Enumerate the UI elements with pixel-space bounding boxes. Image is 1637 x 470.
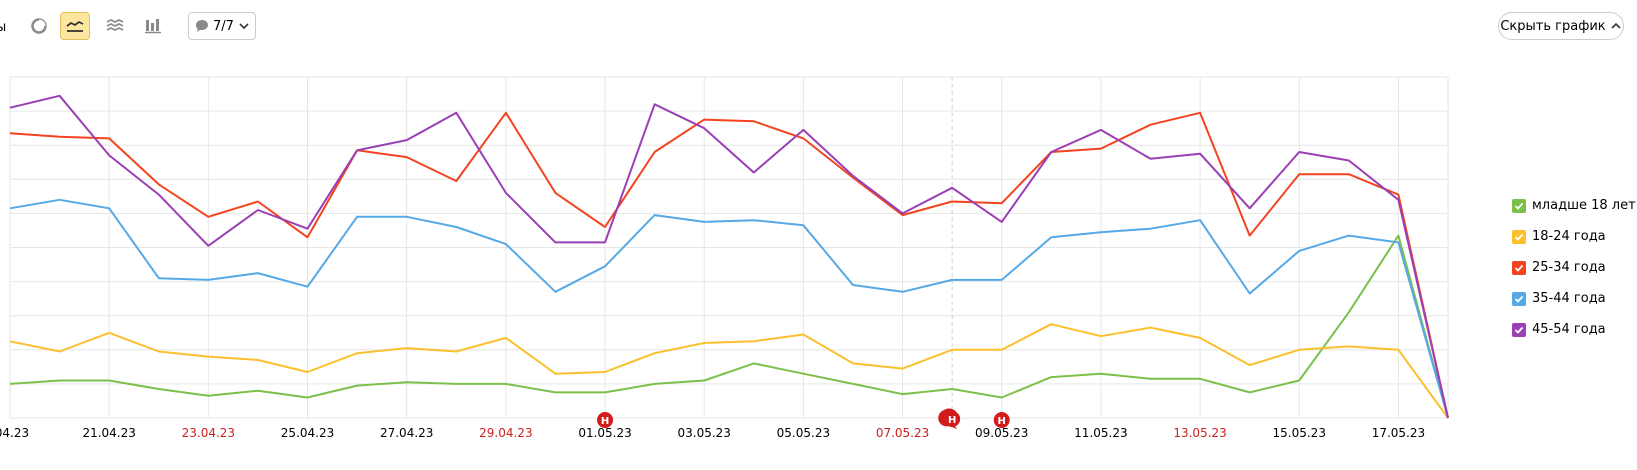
legend-checkbox-icon[interactable] bbox=[1512, 198, 1526, 213]
x-tick-label: 11.05.23 bbox=[1074, 426, 1127, 440]
legend-item[interactable]: младше 18 лет bbox=[1512, 190, 1636, 221]
x-tick-label: .04.23 bbox=[0, 426, 29, 440]
event-marker bbox=[993, 412, 1010, 428]
event-marker-bubble bbox=[944, 411, 961, 427]
x-tick-label: 05.05.23 bbox=[777, 426, 830, 440]
event-marker-label: Н bbox=[948, 415, 956, 426]
x-tick-label: 25.04.23 bbox=[281, 426, 334, 440]
legend-label: младше 18 лет bbox=[1532, 198, 1636, 213]
legend-label: 18-24 года bbox=[1532, 229, 1606, 244]
series-count-dropdown[interactable]: 7/7 bbox=[188, 12, 256, 40]
bar-chart-button[interactable] bbox=[138, 12, 168, 40]
toolbar: ы 7/7 bbox=[0, 0, 1637, 52]
legend-label: 25-34 года bbox=[1532, 260, 1606, 275]
x-tick-label: 15.05.23 bbox=[1273, 426, 1326, 440]
x-tick-label: 23.04.23 bbox=[182, 426, 235, 440]
area-chart-icon bbox=[106, 19, 124, 32]
event-marker bbox=[597, 412, 614, 428]
legend-label: 35-44 года bbox=[1532, 291, 1606, 306]
x-tick-label: 09.05.23 bbox=[975, 426, 1028, 440]
series-line bbox=[9, 94, 1449, 419]
comment-icon bbox=[196, 20, 208, 32]
x-tick-label: 21.04.23 bbox=[82, 426, 135, 440]
legend-item[interactable]: 18-24 года bbox=[1512, 221, 1636, 252]
pie-chart-icon bbox=[31, 18, 47, 34]
hide-chart-label: Скрыть график bbox=[1500, 18, 1606, 34]
legend-checkbox-icon[interactable] bbox=[1512, 291, 1526, 306]
series-count-label: 7/7 bbox=[213, 18, 234, 34]
legend-item[interactable]: 25-34 года bbox=[1512, 252, 1636, 283]
legend: младше 18 лет 18-24 года 25-34 года 35-44 г… bbox=[1512, 190, 1636, 345]
series-line bbox=[9, 323, 1449, 419]
line-chart-button[interactable] bbox=[60, 12, 90, 40]
event-marker-label: Н bbox=[998, 416, 1006, 427]
series-line bbox=[9, 111, 1449, 419]
series-line bbox=[9, 198, 1449, 419]
series-line bbox=[9, 234, 1449, 419]
legend-item[interactable]: 45-54 года bbox=[1512, 314, 1636, 345]
legend-label: 45-54 года bbox=[1532, 322, 1606, 337]
x-tick-label: 01.05.23 bbox=[578, 426, 631, 440]
legend-item[interactable]: 35-44 года bbox=[1512, 283, 1636, 314]
x-tick-label: 17.05.23 bbox=[1372, 426, 1425, 440]
x-tick-label: 29.04.23 bbox=[479, 426, 532, 440]
line-chart-icon bbox=[66, 20, 84, 32]
legend-checkbox-icon[interactable] bbox=[1512, 229, 1526, 244]
x-tick-label: 03.05.23 bbox=[677, 426, 730, 440]
chevron-down-icon bbox=[239, 23, 249, 30]
event-marker-label: Н bbox=[601, 416, 609, 427]
x-tick-label: 27.04.23 bbox=[380, 426, 433, 440]
hide-chart-button[interactable]: Скрыть график bbox=[1498, 12, 1624, 40]
x-tick-label: 07.05.23 bbox=[876, 426, 929, 440]
bar-chart-icon bbox=[145, 19, 161, 34]
toolbar-label: ы bbox=[0, 20, 7, 35]
x-tick-label: 13.05.23 bbox=[1173, 426, 1226, 440]
chevron-up-icon bbox=[1611, 22, 1621, 29]
legend-checkbox-icon[interactable] bbox=[1512, 322, 1526, 337]
pie-chart-button[interactable] bbox=[24, 12, 54, 40]
legend-checkbox-icon[interactable] bbox=[1512, 260, 1526, 275]
area-chart-button[interactable] bbox=[100, 12, 130, 40]
